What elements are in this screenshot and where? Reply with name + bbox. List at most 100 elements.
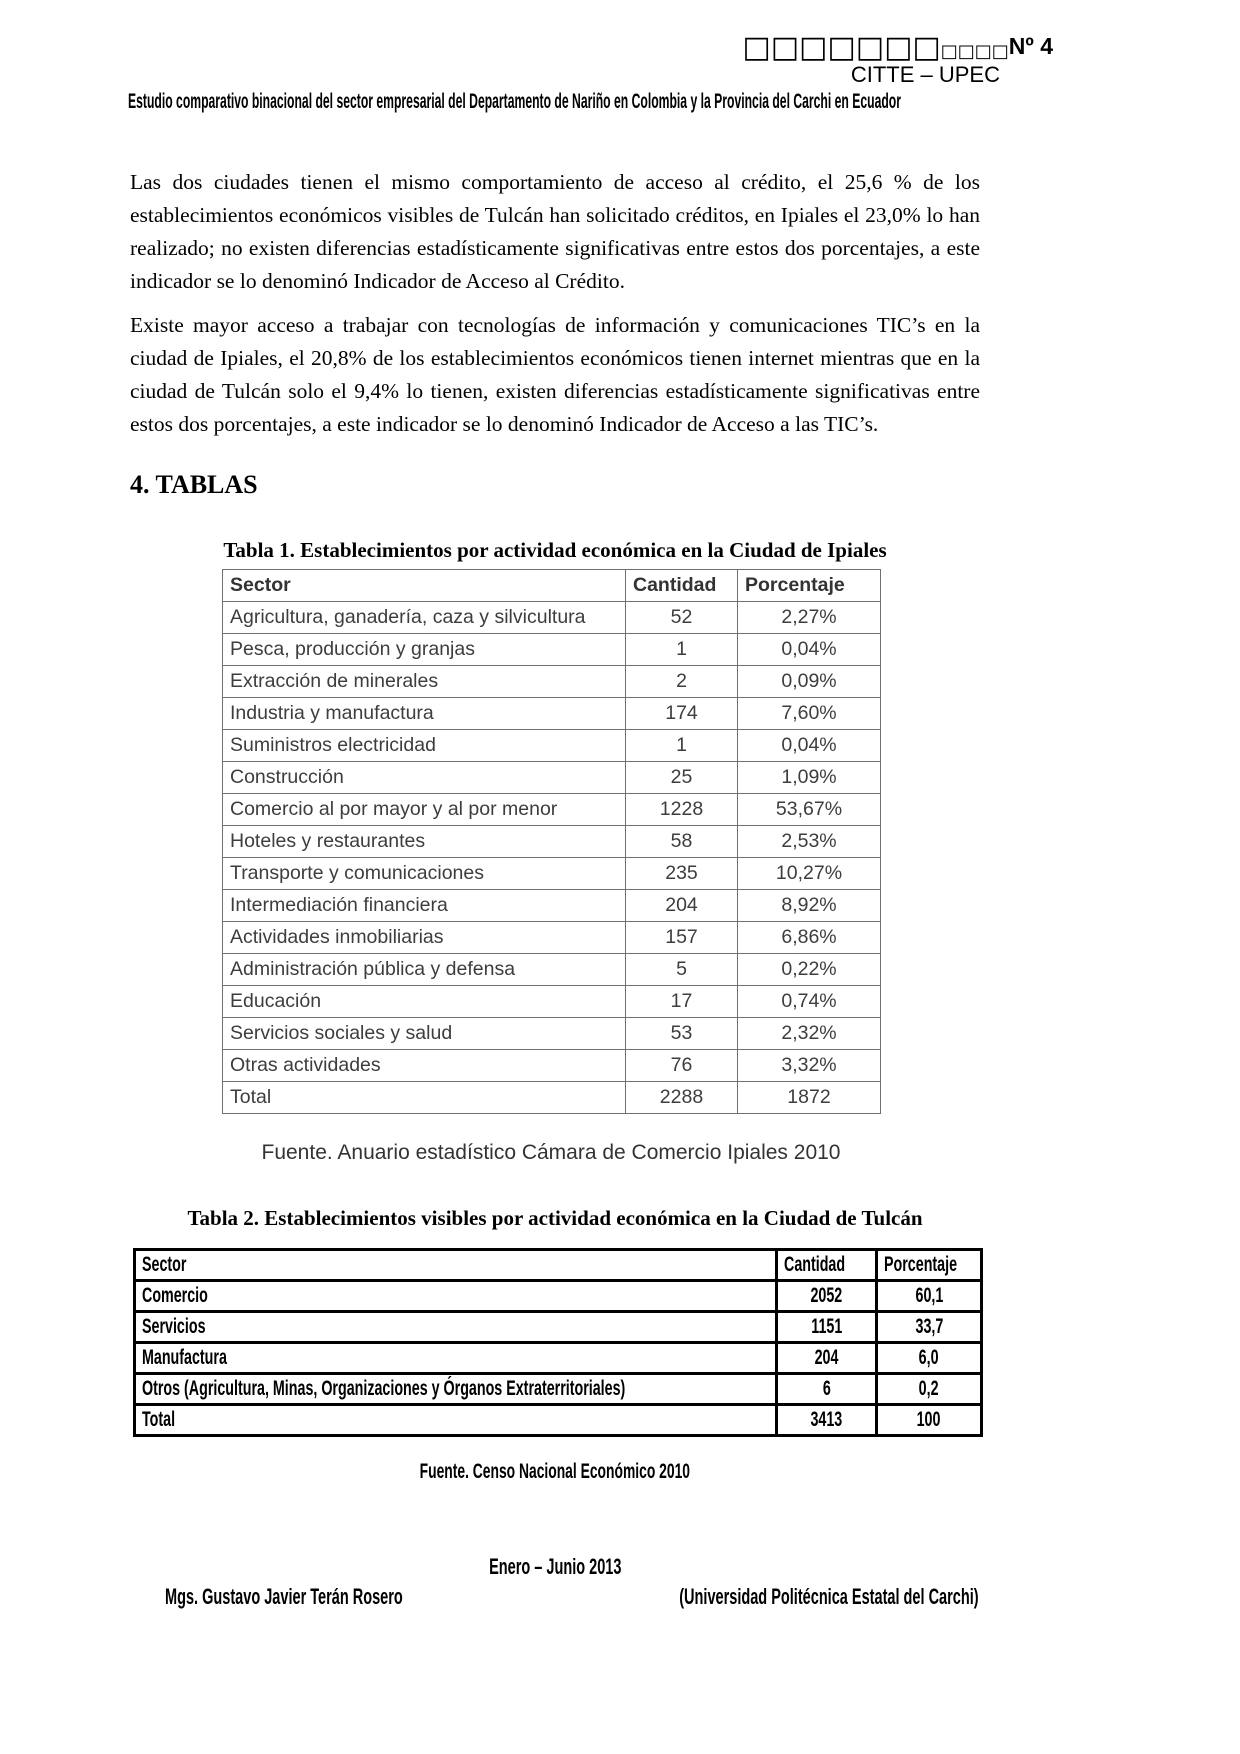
table-row: Servicios 1151 33,7 xyxy=(133,1310,983,1344)
table-cell: 100 xyxy=(875,1403,983,1437)
table-cell: Industria y manufactura xyxy=(222,697,626,730)
table-row: Otros (Agricultura, Minas, Organizacione… xyxy=(133,1372,983,1406)
table-cell: Extracción de minerales xyxy=(222,665,626,698)
table1-header-porcentaje: Porcentaje xyxy=(737,569,881,602)
table-row: Agricultura, ganadería, caza y silvicult… xyxy=(222,601,881,634)
table-cell: 1,09% xyxy=(737,761,881,794)
missing-glyph-boxes-large: □□□□□□□ xyxy=(742,30,941,65)
table2-header-row: Sector Cantidad Porcentaje xyxy=(133,1248,983,1282)
table-row: Total 3413 100 xyxy=(133,1403,983,1437)
table-cell: 52 xyxy=(625,601,738,634)
table-cell: 2,32% xyxy=(737,1017,881,1050)
running-title: Estudio comparativo binacional del secto… xyxy=(128,90,988,114)
table-cell: 1228 xyxy=(625,793,738,826)
table-cell: Hoteles y restaurantes xyxy=(222,825,626,858)
table-row: Manufactura 204 6,0 xyxy=(133,1341,983,1375)
table-cell: 0,74% xyxy=(737,985,881,1018)
table-cell: 2288 xyxy=(625,1081,738,1114)
table-cell: Comercio al por mayor y al por menor xyxy=(222,793,626,826)
table-cell: 60,1 xyxy=(875,1279,983,1313)
table-cell: 0,04% xyxy=(737,633,881,666)
table-cell: Pesca, producción y granjas xyxy=(222,633,626,666)
table-row: Construcción 25 1,09% xyxy=(222,761,881,794)
table1-source: Fuente. Anuario estadístico Cámara de Co… xyxy=(261,1141,841,1164)
table-cell: 17 xyxy=(625,985,738,1018)
table-row: Intermediación financiera 204 8,92% xyxy=(222,889,881,922)
table-cell: 3,32% xyxy=(737,1049,881,1082)
table-row: Total 2288 1872 xyxy=(222,1081,881,1114)
table-cell: Construcción xyxy=(222,761,626,794)
table-cell: 1 xyxy=(625,729,738,762)
missing-glyph-boxes-small: □□□□ xyxy=(940,41,1009,62)
table-row: Industria y manufactura 174 7,60% xyxy=(222,697,881,730)
table-cell: 53,67% xyxy=(737,793,881,826)
table-cell: 3413 xyxy=(775,1403,878,1437)
table1-header-cantidad: Cantidad xyxy=(625,569,738,602)
table-cell: Comercio xyxy=(133,1279,778,1313)
table-cell: 7,60% xyxy=(737,697,881,730)
table2-header-cantidad: Cantidad xyxy=(775,1248,878,1282)
table-cell: 25 xyxy=(625,761,738,794)
table-cell: 33,7 xyxy=(875,1310,983,1344)
table-cell: 2 xyxy=(625,665,738,698)
table-row: Transporte y comunicaciones 235 10,27% xyxy=(222,857,881,890)
table-row: Comercio 2052 60,1 xyxy=(133,1279,983,1313)
table-cell: 174 xyxy=(625,697,738,730)
paragraph-credit-access: Las dos ciudades tienen el mismo comport… xyxy=(130,169,980,293)
table1-header-sector: Sector xyxy=(222,569,626,602)
table-cell: 6,86% xyxy=(737,921,881,954)
table-row: Pesca, producción y granjas 1 0,04% xyxy=(222,633,881,666)
table-row: Servicios sociales y salud 53 2,32% xyxy=(222,1017,881,1050)
table-cell: Actividades inmobiliarias xyxy=(222,921,626,954)
table-cell: 1151 xyxy=(775,1310,878,1344)
table1-caption: Tabla 1. Establecimientos por actividad … xyxy=(223,538,887,562)
table-cell: Total xyxy=(133,1403,778,1437)
table2-header-porcentaje: Porcentaje xyxy=(875,1248,983,1282)
organization-name: CITTE – UPEC xyxy=(850,62,1000,87)
table-cell: 1 xyxy=(625,633,738,666)
table-cell: 5 xyxy=(625,953,738,986)
table-cell: Otros (Agricultura, Minas, Organizacione… xyxy=(133,1372,778,1406)
table-cell: Servicios sociales y salud xyxy=(222,1017,626,1050)
table2-source: Fuente. Censo Nacional Económico 2010 xyxy=(130,1460,980,1484)
table-cell: Manufactura xyxy=(133,1341,778,1375)
table-cell: 0,09% xyxy=(737,665,881,698)
table-cell: 2,53% xyxy=(737,825,881,858)
table-cell: Servicios xyxy=(133,1310,778,1344)
table-cell: 6 xyxy=(775,1372,878,1406)
table-cell: 0,04% xyxy=(737,729,881,762)
table-cell: 2,27% xyxy=(737,601,881,634)
table-cell: 10,27% xyxy=(737,857,881,890)
table-row: Otras actividades 76 3,32% xyxy=(222,1049,881,1082)
footer-issue-period: Enero – Junio 2013 xyxy=(130,1554,980,1580)
table-cell: Transporte y comunicaciones xyxy=(222,857,626,890)
table-cell: 6,0 xyxy=(875,1341,983,1375)
table2-header-sector: Sector xyxy=(133,1248,778,1282)
table2-source-text: Fuente. Censo Nacional Económico 2010 xyxy=(419,1460,691,1483)
table2-caption: Tabla 2. Establecimientos visibles por a… xyxy=(187,1206,923,1230)
table-cell: 53 xyxy=(625,1017,738,1050)
table-cell: 8,92% xyxy=(737,889,881,922)
footer-issue-period-text: Enero – Junio 2013 xyxy=(488,1554,622,1579)
table-cell: Otras actividades xyxy=(222,1049,626,1082)
table2-tulcan: Sector Cantidad Porcentaje Comercio 2052 6… xyxy=(133,1248,983,1437)
footer-affiliation: (Universidad Politécnica Estatal del Car… xyxy=(679,1584,979,1609)
table1-header-row: Sector Cantidad Porcentaje xyxy=(222,569,881,602)
table-cell: 204 xyxy=(775,1341,878,1375)
table-cell: 157 xyxy=(625,921,738,954)
header-issue-line: □□□□□□□□□□□Nº 4 xyxy=(742,30,1053,65)
running-title-text: Estudio comparativo binacional del secto… xyxy=(128,90,901,113)
table-row: Suministros electricidad 1 0,04% xyxy=(222,729,881,762)
table-cell: Intermediación financiera xyxy=(222,889,626,922)
table-row: Actividades inmobiliarias 157 6,86% xyxy=(222,921,881,954)
table-cell: Administración pública y defensa xyxy=(222,953,626,986)
footer-author: Mgs. Gustavo Javier Terán Rosero xyxy=(165,1584,403,1609)
footer-row: Mgs. Gustavo Javier Terán Rosero (Univer… xyxy=(165,1584,979,1610)
issue-number: Nº 4 xyxy=(1008,33,1053,59)
table-cell: 235 xyxy=(625,857,738,890)
table-cell: Educación xyxy=(222,985,626,1018)
table-cell: 2052 xyxy=(775,1279,878,1313)
table-cell: 204 xyxy=(625,889,738,922)
table-row: Extracción de minerales 2 0,09% xyxy=(222,665,881,698)
